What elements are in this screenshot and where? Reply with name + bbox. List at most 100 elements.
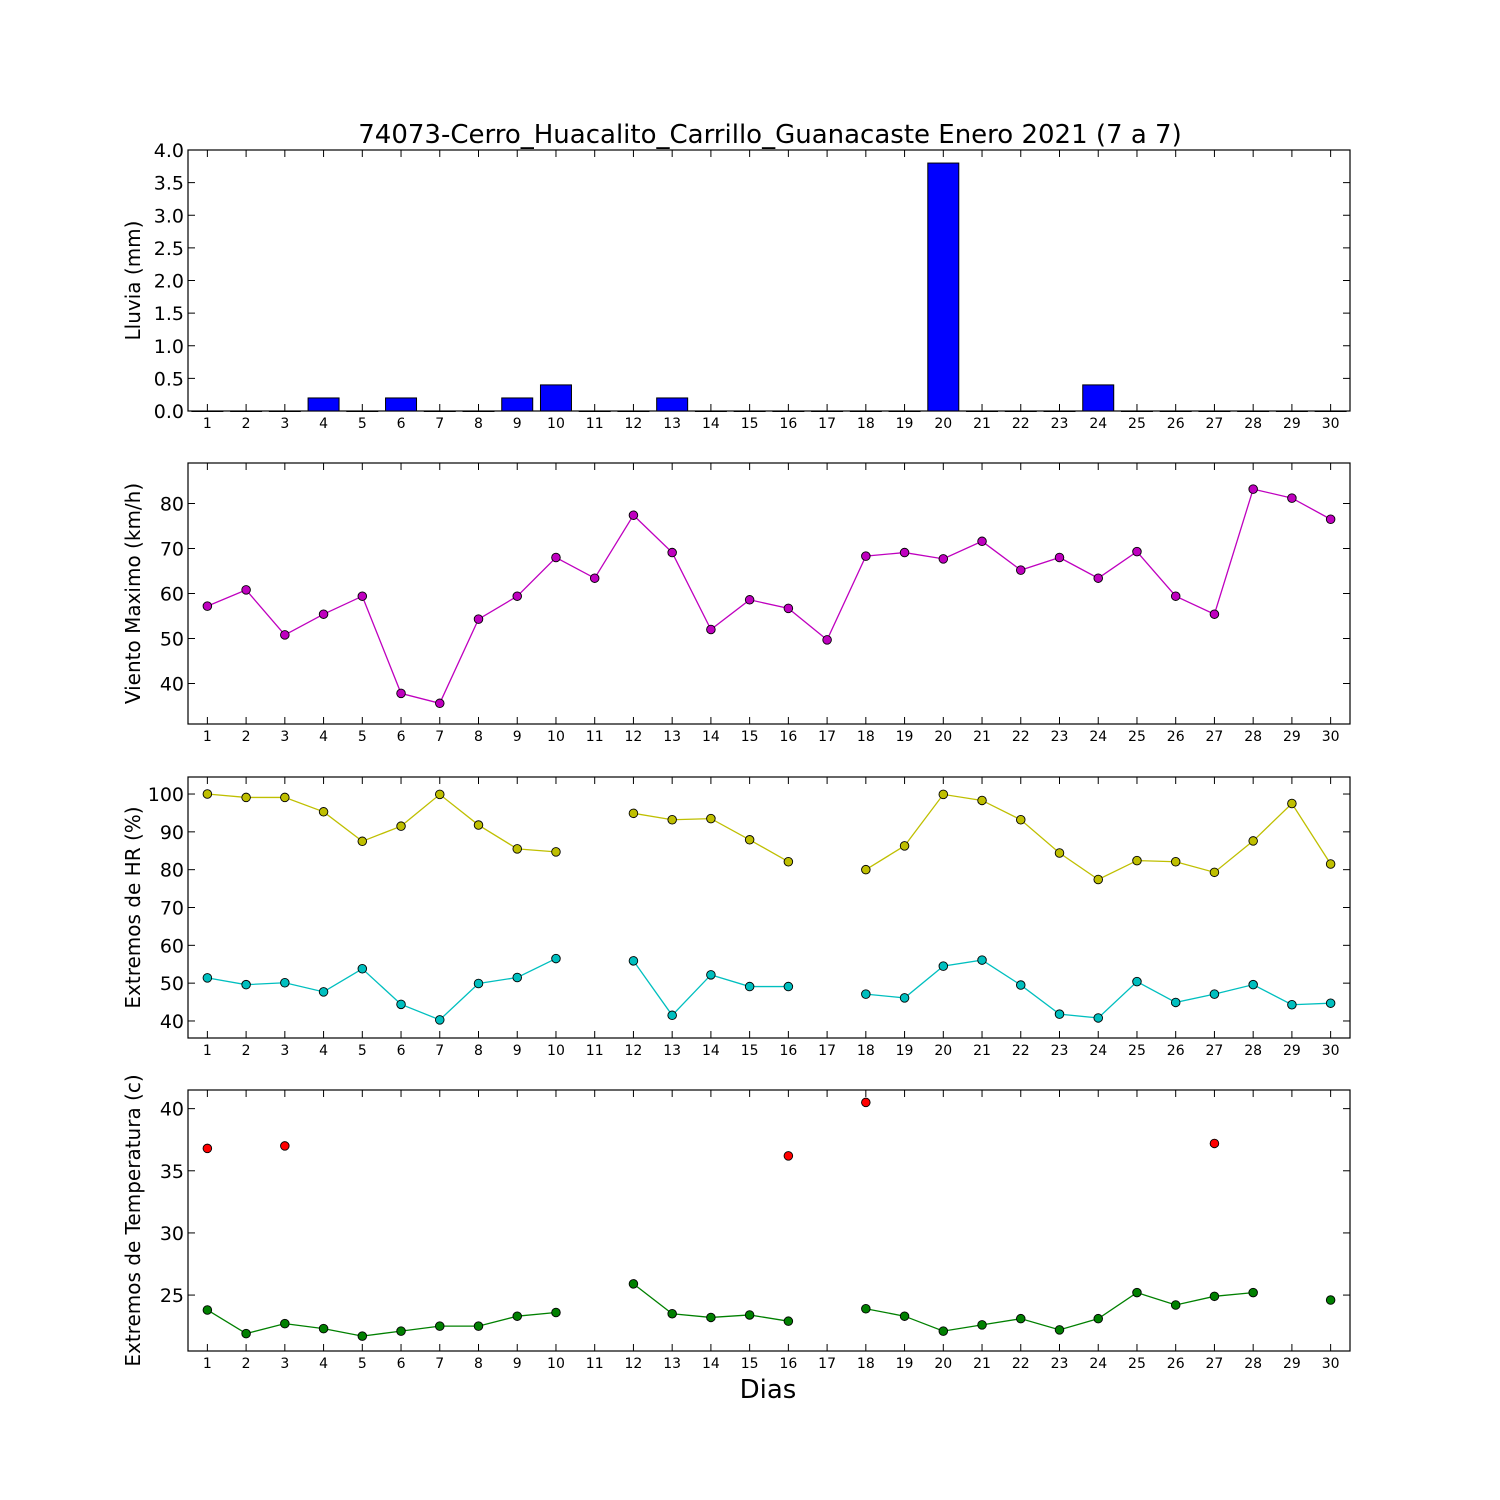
data-point (202, 789, 213, 799)
x-tick-label: 1 (203, 729, 212, 745)
x-tick-label: 24 (1089, 1043, 1107, 1059)
x-tick-label: 10 (547, 1043, 565, 1059)
data-point (551, 953, 561, 964)
x-tick-label: 6 (397, 729, 406, 745)
bar (1198, 410, 1231, 412)
data-point (551, 1307, 561, 1318)
x-tick-label: 26 (1167, 1043, 1185, 1059)
x-tick-label: 4 (319, 1043, 328, 1059)
data-point (667, 547, 677, 558)
y-tick-label: 0.5 (154, 368, 184, 390)
bar (385, 397, 418, 412)
x-tick-label: 14 (702, 1356, 720, 1372)
data-point (783, 603, 794, 614)
x-tick-label: 20 (934, 1356, 952, 1372)
data-point (938, 961, 949, 971)
data-point (744, 595, 755, 605)
bar (966, 410, 999, 412)
x-tick-label: 12 (625, 729, 643, 745)
data-point (861, 989, 871, 999)
bar (1237, 410, 1270, 412)
bar (617, 410, 650, 412)
x-tick-label: 21 (973, 1043, 991, 1059)
data-point (318, 1323, 329, 1334)
x-tick-label: 16 (779, 1043, 797, 1059)
x-tick-label: 29 (1283, 729, 1301, 745)
data-point (357, 1331, 368, 1341)
data-point (1132, 976, 1142, 987)
x-tick-label: 2 (242, 416, 251, 432)
x-tick-label: 1 (203, 416, 212, 432)
x-tick-label: 13 (663, 416, 681, 432)
x-tick-label: 10 (547, 416, 565, 432)
x-tick-label: 26 (1167, 729, 1185, 745)
bar (772, 410, 805, 412)
series-line (207, 957, 557, 1021)
series-line (207, 488, 1331, 705)
rain-panel: 0.00.51.01.52.02.53.03.54.01 2 3 4 5 6 7 8 9 10 11… (121, 140, 1351, 432)
data-point (783, 856, 794, 867)
x-tick-label: 9 (513, 729, 522, 745)
data-point (628, 510, 639, 520)
data-point (1132, 1287, 1142, 1298)
x-tick-label: 25 (1128, 1356, 1146, 1372)
data-point (744, 1310, 755, 1320)
x-tick-label: 8 (474, 1356, 483, 1372)
data-point (628, 808, 639, 819)
x-tick-label: 4 (319, 1356, 328, 1372)
x-tick-label: 23 (1051, 1356, 1069, 1372)
y-tick-label: 80 (160, 494, 184, 516)
data-point (822, 635, 832, 645)
y-tick-label: 50 (160, 629, 184, 651)
x-tick-label: 24 (1089, 729, 1107, 745)
data-point (938, 789, 949, 800)
bar (1004, 410, 1037, 412)
data-point (1016, 814, 1026, 825)
x-tick-label: 11 (586, 1043, 604, 1059)
x-tick-label: 11 (586, 729, 604, 745)
x-tick-label: 13 (663, 1043, 681, 1059)
data-point (202, 1305, 213, 1315)
x-tick-label: 27 (1206, 1043, 1224, 1059)
y-axis-label: Lluvia (mm) (121, 221, 145, 341)
data-point (1093, 573, 1103, 583)
data-point (1325, 859, 1336, 869)
x-tick-label: 5 (358, 1043, 367, 1059)
x-tick-label: 6 (397, 1356, 406, 1372)
x-tick-label: 22 (1012, 729, 1030, 745)
x-tick-label: 17 (818, 729, 836, 745)
x-tick-label: 7 (435, 1043, 444, 1059)
bar (307, 397, 340, 412)
bar (1159, 410, 1192, 412)
bar (191, 410, 224, 412)
data-point (1054, 848, 1065, 858)
bar (811, 410, 844, 412)
x-tick-label: 17 (818, 1043, 836, 1059)
data-point (1016, 1313, 1026, 1324)
data-point (512, 591, 522, 601)
bar (230, 410, 263, 412)
data-point (1248, 1287, 1258, 1298)
data-point (899, 841, 910, 851)
data-point (628, 1279, 639, 1289)
bar (578, 410, 611, 412)
data-point (202, 1143, 213, 1154)
data-point (473, 820, 484, 830)
data-point (435, 789, 445, 800)
y-axis-label: Viento Maximo (km/h) (121, 483, 145, 704)
data-point (1209, 1291, 1220, 1302)
x-tick-label: 8 (474, 1043, 483, 1059)
x-tick-label: 12 (625, 1356, 643, 1372)
data-point (1093, 1313, 1103, 1324)
bar (1275, 410, 1308, 412)
x-tick-label: 29 (1283, 1043, 1301, 1059)
x-tick-label: 22 (1012, 416, 1030, 432)
data-point (1325, 1295, 1336, 1305)
y-tick-label: 2.0 (154, 271, 184, 293)
y-tick-label: 1.5 (154, 303, 184, 325)
plot-frame (187, 462, 1351, 725)
data-point (241, 792, 251, 803)
y-tick-label: 0.0 (154, 401, 184, 423)
data-point (280, 978, 290, 988)
